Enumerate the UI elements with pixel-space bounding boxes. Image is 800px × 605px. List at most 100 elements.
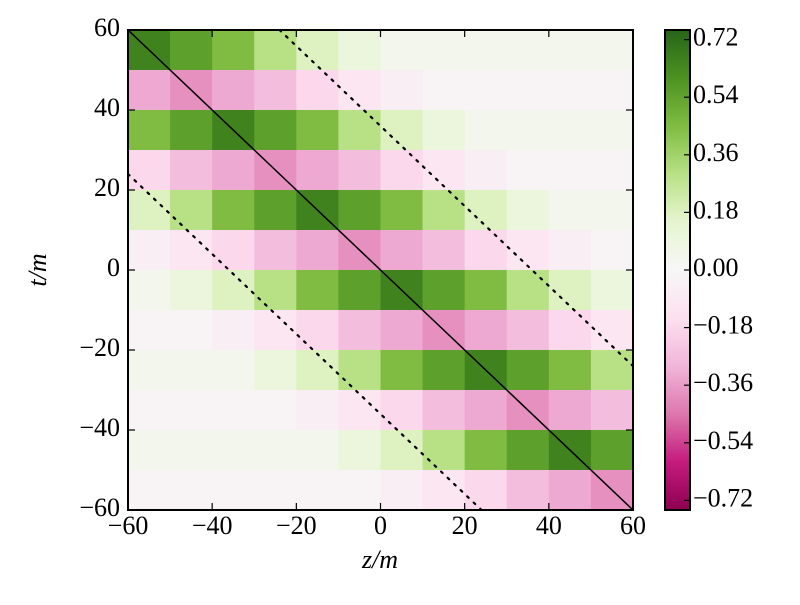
heatmap-cell	[170, 30, 213, 71]
heatmap-cell	[338, 150, 381, 191]
x-axis-label: z/m	[361, 545, 398, 574]
heatmap-cell	[506, 190, 550, 231]
heatmap-cell	[128, 390, 171, 431]
heatmap-cell	[590, 190, 634, 231]
heatmap-cell	[338, 470, 381, 511]
heatmap-cell	[254, 190, 297, 231]
heatmap-cell	[506, 310, 550, 351]
heatmap-cell	[296, 310, 339, 351]
heatmap-cell	[380, 390, 424, 431]
heatmap-cell	[422, 30, 466, 71]
heatmap-cell	[548, 470, 592, 511]
heatmap-cell	[506, 230, 550, 271]
x-tick-label: −60	[108, 511, 149, 540]
heatmap-cell	[464, 310, 508, 351]
x-tick-label: 20	[452, 511, 478, 540]
heatmap-cell	[422, 190, 466, 231]
heatmap-cell	[548, 190, 592, 231]
heatmap-cell	[506, 470, 550, 511]
heatmap-cell	[548, 70, 592, 111]
y-axis-label: t/m	[23, 253, 52, 286]
heatmap-cell	[548, 310, 592, 351]
heatmap-cell	[590, 30, 634, 71]
colorbar-tick-label: −0.72	[693, 483, 753, 512]
colorbar-tick-label: 0.00	[693, 253, 739, 282]
heatmap-cell	[548, 30, 592, 71]
heatmap-cell	[212, 390, 255, 431]
x-tick-label: 40	[536, 511, 562, 540]
heatmap-cell	[296, 270, 339, 311]
heatmap-cell	[128, 150, 171, 191]
heatmap-cell	[338, 190, 381, 231]
heatmap-cell	[212, 310, 255, 351]
heatmap-cell	[422, 70, 466, 111]
heatmap-cell	[212, 430, 255, 471]
heatmap-cell	[422, 110, 466, 151]
heatmap-cell	[338, 70, 381, 111]
heatmap-cell	[170, 350, 213, 391]
heatmap-cell	[506, 430, 550, 471]
colorbar-tick-label: 0.72	[693, 23, 739, 52]
y-tick-label: −20	[79, 333, 120, 362]
colorbar-tick-label: −0.54	[693, 426, 753, 455]
heatmap-cell	[590, 430, 634, 471]
heatmap-cell	[422, 150, 466, 191]
heatmap-cell	[380, 230, 424, 271]
heatmap-cell	[422, 470, 466, 511]
heatmap-cell	[464, 70, 508, 111]
heatmap-cell	[590, 270, 634, 311]
heatmap-cell	[296, 470, 339, 511]
heatmap-cell	[296, 430, 339, 471]
heatmap-cell	[212, 230, 255, 271]
heatmap-cell	[380, 110, 424, 151]
heatmap-cell	[380, 190, 424, 231]
heatmap-cell	[338, 270, 381, 311]
heatmap-cell	[380, 150, 424, 191]
heatmap-cell	[464, 430, 508, 471]
heatmap-cell	[296, 70, 339, 111]
heatmap-cell	[170, 110, 213, 151]
heatmap-cell	[254, 110, 297, 151]
heatmap-cell	[296, 30, 339, 71]
heatmap-cell	[296, 390, 339, 431]
heatmap-cell	[548, 270, 592, 311]
heatmap-cell	[128, 430, 171, 471]
heatmap-cell	[254, 350, 297, 391]
heatmap-cell	[380, 70, 424, 111]
heatmap-cell	[590, 70, 634, 111]
heatmap-cell	[128, 350, 171, 391]
heatmap-cell	[590, 150, 634, 191]
y-tick-label: 20	[94, 173, 120, 202]
heatmap-cell	[296, 350, 339, 391]
heatmap-cell	[506, 110, 550, 151]
heatmap-cell	[170, 150, 213, 191]
overlay-line	[128, 30, 633, 510]
x-tick-label: 0	[374, 511, 387, 540]
x-tick-label: −20	[276, 511, 317, 540]
heatmap-cell	[548, 350, 592, 391]
y-tick-label: −60	[79, 493, 120, 522]
overlay-line	[278, 30, 633, 368]
heatmap-cell	[548, 230, 592, 271]
heatmap-cell	[464, 390, 508, 431]
heatmap-cell	[170, 230, 213, 271]
heatmap-cell	[422, 270, 466, 311]
heatmap-cell	[506, 350, 550, 391]
heatmap-cell	[464, 270, 508, 311]
heatmap-cell	[212, 270, 255, 311]
heatmap-cell	[380, 350, 424, 391]
heatmap-cell	[254, 30, 297, 71]
heatmap-cell	[170, 390, 213, 431]
heatmap-cell	[464, 150, 508, 191]
y-tick-label: 40	[94, 93, 120, 122]
heatmap-cell	[254, 70, 297, 111]
colorbar-tick-label: 0.18	[693, 195, 739, 224]
heatmap-cell	[212, 70, 255, 111]
heatmap-cell	[296, 230, 339, 271]
heatmap-cell	[590, 230, 634, 271]
heatmap-cell	[128, 70, 171, 111]
heatmap-cell	[338, 350, 381, 391]
heatmap-cell	[254, 430, 297, 471]
heatmap-cell	[548, 150, 592, 191]
